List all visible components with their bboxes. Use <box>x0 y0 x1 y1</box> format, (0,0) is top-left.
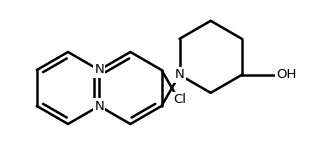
Text: Cl: Cl <box>173 93 186 106</box>
Text: N: N <box>94 64 104 76</box>
Text: OH: OH <box>276 68 297 81</box>
Text: N: N <box>175 68 184 81</box>
Text: N: N <box>94 100 104 112</box>
